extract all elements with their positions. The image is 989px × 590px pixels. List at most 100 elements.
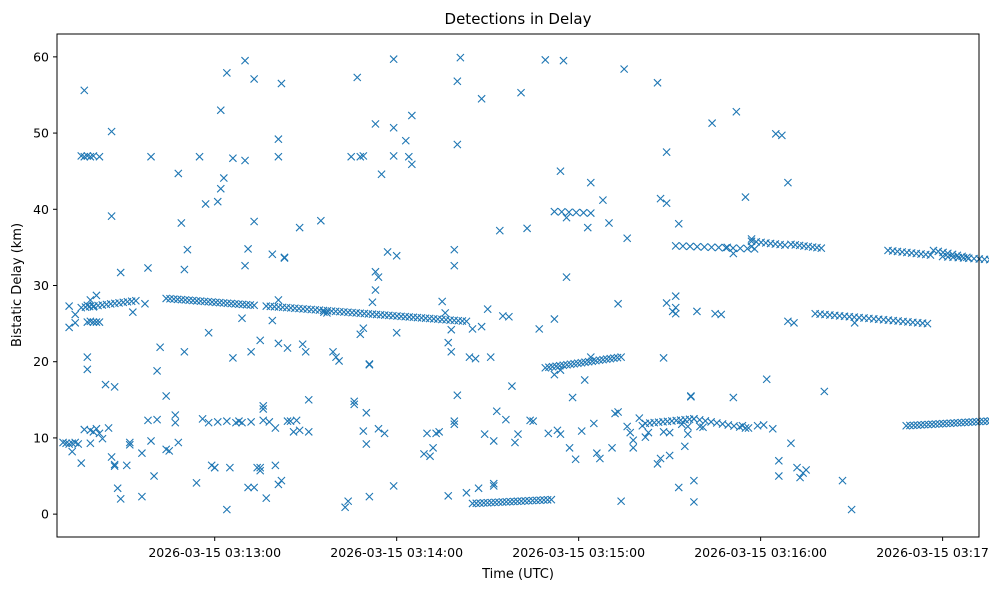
detection-point <box>359 151 368 160</box>
detection-point <box>301 347 310 356</box>
detection-point <box>747 235 756 243</box>
detection-point <box>450 417 459 426</box>
detection-point <box>507 382 516 391</box>
detection-point <box>222 505 231 514</box>
detection-point <box>265 417 274 426</box>
detection-point <box>557 207 566 216</box>
detection-point <box>556 366 565 375</box>
detection-point <box>453 77 462 86</box>
detection-point <box>319 308 328 317</box>
detection-point <box>468 324 477 333</box>
detection-point <box>304 395 313 404</box>
detection-point <box>747 242 756 251</box>
detection-point <box>131 296 140 305</box>
detection-point <box>674 219 683 228</box>
detection-point <box>641 433 650 442</box>
detection-point <box>116 268 125 277</box>
detection-point <box>472 499 481 508</box>
detection-point <box>644 428 653 437</box>
detection-point <box>732 107 741 116</box>
detection-point <box>532 496 541 505</box>
detection-point <box>228 353 237 362</box>
detection-point <box>77 459 86 468</box>
detection-point <box>222 417 231 426</box>
detection-point <box>717 310 726 319</box>
detection-point <box>204 418 213 427</box>
y-tick-label: 0 <box>41 507 49 522</box>
detection-point <box>938 419 947 428</box>
detection-point <box>935 419 944 428</box>
detection-point <box>768 424 777 433</box>
detection-point <box>729 249 738 258</box>
detection-point <box>204 328 213 337</box>
detection-point <box>950 419 958 428</box>
detection-point <box>686 392 695 400</box>
detection-point <box>529 417 538 426</box>
detection-point <box>216 184 225 193</box>
detection-point <box>295 223 304 232</box>
detection-point <box>656 194 665 203</box>
detection-point <box>556 430 565 439</box>
detection-point <box>926 251 935 260</box>
detection-point <box>692 307 701 316</box>
detection-point <box>583 223 592 232</box>
detection-point <box>924 420 933 429</box>
detection-point <box>656 454 665 463</box>
detection-point <box>506 497 515 506</box>
detection-point <box>259 404 268 413</box>
detection-point <box>122 461 131 470</box>
detection-point <box>662 299 671 308</box>
detection-point <box>909 421 918 430</box>
detection-point <box>98 434 107 443</box>
detection-point <box>353 73 362 82</box>
detection-point <box>180 265 189 274</box>
detection-point <box>280 254 289 263</box>
detection-point <box>241 56 250 65</box>
detection-point <box>110 382 119 391</box>
detection-point <box>671 292 680 301</box>
detection-point <box>95 318 104 327</box>
detection-point <box>547 495 556 504</box>
detection-point <box>953 251 962 260</box>
detection-point <box>95 429 104 438</box>
detection-point <box>110 460 119 469</box>
detection-point <box>671 241 680 250</box>
detection-point <box>344 497 353 506</box>
detection-point <box>383 247 392 256</box>
detection-point <box>902 421 911 430</box>
detection-point <box>964 418 973 427</box>
detection-point <box>341 503 350 512</box>
detection-point <box>374 424 383 433</box>
detection-point <box>274 152 283 161</box>
detection-point <box>521 496 530 505</box>
detection-point <box>743 244 752 253</box>
detection-point <box>920 420 929 429</box>
detection-point <box>528 496 537 505</box>
detection-point <box>271 461 280 470</box>
detection-point <box>476 499 485 508</box>
detection-point <box>562 213 571 222</box>
detection-point <box>198 414 207 423</box>
detection-point <box>943 249 952 258</box>
detection-point <box>83 365 92 374</box>
detection-point <box>180 347 189 356</box>
detection-point <box>638 421 647 430</box>
detection-point <box>95 152 104 161</box>
detection-point <box>347 152 356 161</box>
detection-point <box>741 193 750 202</box>
detection-point <box>523 224 532 233</box>
detection-point <box>222 68 231 77</box>
detection-point <box>71 318 80 327</box>
detection-point <box>700 242 709 251</box>
detection-point <box>550 370 559 379</box>
detection-point <box>213 417 222 426</box>
detection-point <box>74 440 83 449</box>
detection-point <box>107 127 116 136</box>
detection-point <box>623 422 632 431</box>
detection-point <box>86 152 95 161</box>
y-tick-label: 10 <box>33 430 49 445</box>
detection-point <box>271 424 280 433</box>
detection-point <box>774 456 783 465</box>
detection-point <box>116 494 125 503</box>
